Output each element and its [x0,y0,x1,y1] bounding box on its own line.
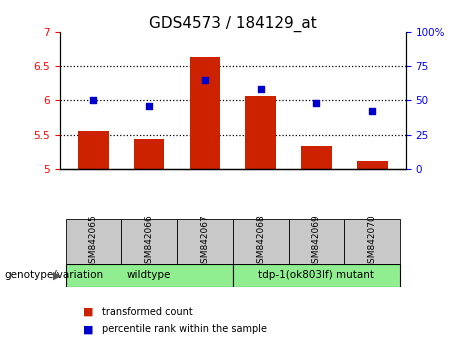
Bar [65,219,121,264]
Title: GDS4573 / 184129_at: GDS4573 / 184129_at [149,16,317,32]
Bar [344,219,400,264]
Text: GSM842070: GSM842070 [368,214,377,269]
Point [313,100,320,106]
Bar [78,131,109,169]
Text: ▶: ▶ [53,270,62,280]
Text: GSM842066: GSM842066 [145,214,154,269]
Bar [121,219,177,264]
Bar [245,96,276,169]
Text: GSM842069: GSM842069 [312,214,321,269]
Point [201,77,209,83]
Text: wildtype: wildtype [127,270,171,280]
Text: ■: ■ [83,324,94,334]
Text: transformed count: transformed count [102,307,193,316]
Bar [177,219,233,264]
Bar [301,145,332,169]
Text: percentile rank within the sample: percentile rank within the sample [102,324,267,334]
Bar [189,57,220,169]
Text: GSM842067: GSM842067 [201,214,209,269]
Bar [65,264,233,287]
Bar [134,139,165,169]
Text: genotype/variation: genotype/variation [5,270,104,280]
Text: tdp-1(ok803lf) mutant: tdp-1(ok803lf) mutant [259,270,374,280]
Bar [233,264,400,287]
Text: GSM842065: GSM842065 [89,214,98,269]
Point [90,98,97,103]
Bar [357,161,388,169]
Text: GSM842068: GSM842068 [256,214,265,269]
Bar [289,219,344,264]
Point [368,109,376,114]
Text: ■: ■ [83,307,94,316]
Point [257,87,264,92]
Bar [233,219,289,264]
Point [146,103,153,109]
